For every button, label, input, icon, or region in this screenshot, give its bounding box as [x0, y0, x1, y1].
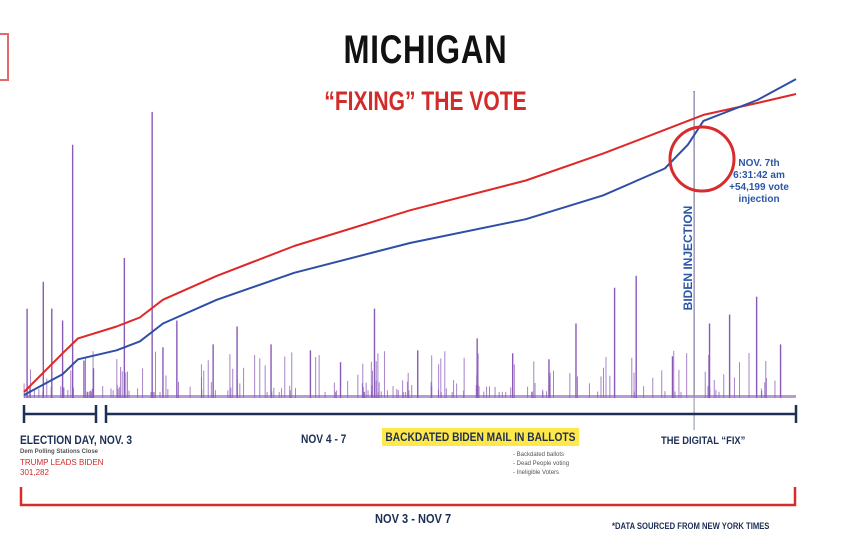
injection-line: NOV. 7th	[738, 158, 780, 169]
injection-line: +54,199 vote	[729, 182, 789, 193]
injection-line: 6:31:42 am	[733, 170, 785, 181]
nov-4-7-label: NOV 4 - 7	[301, 432, 347, 446]
series-line-blue	[23, 78, 797, 396]
ballot-issues-list: - Backdated ballots - Dead People voting…	[513, 451, 569, 478]
trump-leads-text: TRUMP LEADS BIDEN	[20, 458, 104, 467]
edge-mark	[0, 33, 9, 81]
spike-layer	[23, 91, 796, 430]
page-title: MICHIGAN	[343, 28, 508, 72]
series-line-red	[23, 93, 797, 393]
polls-closed-note: Dem Polling Stations Close	[20, 449, 99, 455]
injection-callout: NOV. 7th 6:31:42 am +54,199 vote injecti…	[719, 158, 799, 206]
page-subtitle: “FIXING” THE VOTE	[324, 86, 527, 116]
source-note: *DATA SOURCED FROM NEW YORK TIMES	[612, 521, 770, 531]
trump-leads-note: TRUMP LEADS BIDEN 301,282	[20, 458, 103, 478]
injection-line: injection	[738, 194, 780, 205]
digital-fix-label: THE DIGITAL “FIX”	[661, 435, 746, 447]
spike-baseline	[24, 395, 796, 398]
nov-4-7-bracket	[104, 405, 798, 423]
trump-lead-value: 301,282	[20, 468, 49, 477]
backdated-ballots-label: BACKDATED BIDEN MAIL IN BALLOTS	[382, 428, 579, 446]
list-item: - Ineligible Voters	[513, 470, 560, 476]
list-item: - Dead People voting	[513, 461, 570, 467]
line-layer	[23, 78, 797, 396]
bracket-layer	[19, 405, 798, 507]
election-day-label: ELECTION DAY, NOV. 3	[20, 433, 133, 447]
list-item: - Backdated ballots	[513, 452, 565, 458]
highlight-circle	[668, 125, 736, 193]
election-day-bracket	[22, 405, 98, 423]
biden-injection-label: BIDEN INJECTION	[681, 205, 695, 311]
nov-3-7-label: NOV 3 - NOV 7	[375, 511, 452, 526]
nov-3-7-bracket	[19, 487, 797, 507]
